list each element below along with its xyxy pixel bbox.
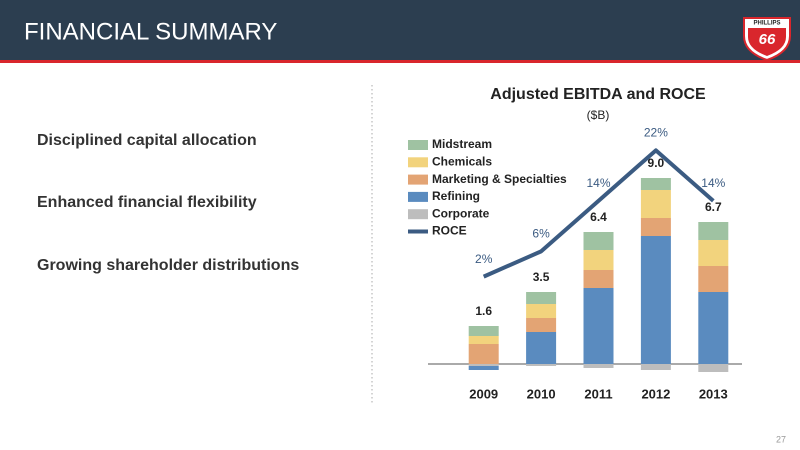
bar-segment	[698, 222, 729, 240]
bar-segment	[698, 364, 729, 372]
legend-label: Refining	[432, 189, 480, 203]
legend-swatch	[408, 191, 428, 202]
logo-number: 66	[759, 31, 776, 48]
logo-brand: PHILLIPS	[753, 21, 780, 27]
bar-segment	[698, 266, 729, 292]
header-rule	[0, 60, 800, 63]
bar-segment	[583, 270, 614, 288]
bar-segment	[526, 292, 557, 304]
bar-segment	[583, 288, 614, 364]
bar-segment	[583, 232, 614, 250]
logo: PHILLIPS 66	[743, 17, 791, 62]
total-label: 9.0	[648, 156, 665, 170]
roce-label: 2%	[475, 252, 493, 266]
header-bar	[0, 0, 800, 60]
bullet: Growing shareholder distributions	[37, 257, 299, 274]
bar-segment	[583, 364, 614, 368]
chart-title: Adjusted EBITDA and ROCE	[490, 86, 706, 103]
bar-segment	[468, 364, 499, 366]
legend-label: Chemicals	[432, 154, 492, 168]
roce-label: 14%	[586, 176, 610, 190]
bar-segment	[640, 190, 671, 218]
bar-segment	[468, 336, 499, 344]
total-label: 1.6	[475, 304, 492, 318]
roce-label: 22%	[644, 125, 668, 139]
legend-swatch	[408, 174, 428, 185]
total-label: 6.7	[705, 200, 722, 214]
page-number: 27	[776, 434, 786, 444]
bullet: Enhanced financial flexibility	[37, 194, 257, 211]
bar-segment	[640, 178, 671, 190]
bar-segment	[526, 304, 557, 318]
x-tick-label: 2010	[527, 386, 556, 401]
bullet: Disciplined capital allocation	[37, 132, 257, 149]
bar-segment	[526, 364, 557, 366]
bar-segment	[640, 364, 671, 370]
bar-segment	[640, 218, 671, 236]
bar-segment	[468, 326, 499, 336]
bar-segment	[698, 240, 729, 266]
bar-segment	[640, 236, 671, 364]
x-tick-label: 2011	[584, 386, 612, 401]
roce-label: 6%	[532, 227, 550, 241]
total-label: 3.5	[533, 270, 550, 284]
x-tick-label: 2013	[699, 386, 728, 401]
x-tick-label: 2009	[469, 386, 498, 401]
x-tick-label: 2012	[641, 386, 670, 401]
total-label: 6.4	[590, 210, 607, 224]
legend-swatch	[408, 140, 428, 150]
legend-label: ROCE	[432, 224, 467, 238]
bar-segment	[526, 332, 557, 364]
bar-segment	[698, 292, 729, 364]
roce-label: 14%	[701, 176, 725, 190]
bar-segment	[468, 344, 499, 364]
header-title: FINANCIAL SUMMARY	[24, 18, 277, 45]
bar-segment	[526, 318, 557, 332]
legend-swatch	[408, 209, 428, 220]
legend-swatch	[408, 157, 428, 168]
chart-subtitle: ($B)	[587, 108, 610, 122]
bar-segment	[468, 366, 499, 370]
roce-line	[482, 148, 715, 279]
bar-segment	[583, 250, 614, 270]
legend-label: Midstream	[432, 137, 492, 151]
legend-label: Marketing & Specialties	[432, 172, 567, 186]
legend-label: Corporate	[432, 206, 490, 220]
